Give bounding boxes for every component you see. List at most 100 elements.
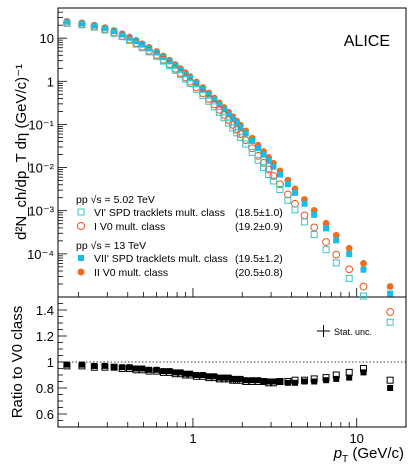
bottom-y-tick-label: 1.2 xyxy=(36,329,54,344)
legend-marker-open-circle xyxy=(77,222,85,230)
ratio-point-filled-square xyxy=(333,375,340,382)
bottom-panel-ticks: 0.6 0.8 1 1.2 1.4 xyxy=(36,296,67,428)
data-point-filled-square xyxy=(311,211,318,218)
data-point-filled-square xyxy=(242,130,249,137)
legend-header-5tev: pp √s = 5.02 TeV xyxy=(76,194,155,206)
legend-value-ii-v0: (20.5±0.8) xyxy=(235,267,283,279)
data-point-open-circle xyxy=(254,151,263,160)
data-point-open-square xyxy=(118,33,126,41)
data-point-open-square xyxy=(153,52,161,60)
data-point-open-square xyxy=(126,36,134,44)
data-point-open-square xyxy=(265,171,273,179)
data-point-filled-square xyxy=(78,20,85,27)
legend-label-vi-spd: VI' SPD tracklets mult. class xyxy=(94,207,225,219)
legend-value-vi-spd: (18.5±1.0) xyxy=(235,207,283,219)
ratio-point-filled-square xyxy=(172,369,179,376)
data-point-filled-square xyxy=(221,106,228,113)
data-point-open-square xyxy=(229,124,237,132)
data-point-filled-square xyxy=(255,144,262,151)
ratio-point-filled-square xyxy=(360,369,367,376)
data-point-open-square xyxy=(78,21,86,29)
data-point-open-square xyxy=(192,85,200,93)
bottom-y-tick-label: 1 xyxy=(47,355,54,370)
ratio-point-open-square xyxy=(386,376,394,384)
ratio-point-filled-square xyxy=(311,378,318,385)
data-point-filled-square xyxy=(260,151,267,158)
data-point-open-square xyxy=(181,75,189,83)
ratio-point-filled-square xyxy=(177,369,184,376)
x-tick-label: 10 xyxy=(349,431,363,446)
data-point-open-circle xyxy=(345,265,354,274)
data-point-filled-circle xyxy=(332,231,340,239)
ratio-point-filled-square xyxy=(187,370,194,377)
data-point-filled-square xyxy=(119,31,126,38)
ratio-point-filled-square xyxy=(199,372,206,378)
stat-unc-label: Stat. unc. xyxy=(334,327,372,337)
data-point-open-square xyxy=(63,19,71,27)
ratio-point-filled-square xyxy=(255,377,262,384)
data-point-filled-square xyxy=(237,124,244,131)
data-point-filled-circle xyxy=(386,283,394,290)
data-point-filled-square xyxy=(166,58,173,65)
data-point-open-square xyxy=(291,206,299,214)
x-tick-label: 1 xyxy=(189,431,196,446)
data-point-filled-square xyxy=(101,25,108,32)
data-point-open-square xyxy=(359,292,367,300)
ratio-point-filled-square xyxy=(233,375,240,382)
ratio-point-filled-square xyxy=(205,373,212,380)
data-point-filled-square xyxy=(225,111,232,118)
data-point-open-square xyxy=(159,57,167,65)
ratio-point-filled-square xyxy=(91,362,98,369)
legend-marker-filled-circle xyxy=(77,268,85,276)
data-point-open-square xyxy=(345,274,353,282)
data-point-open-square xyxy=(310,231,318,239)
ratio-point-filled-square xyxy=(153,366,160,373)
data-point-filled-square xyxy=(193,80,200,87)
data-point-open-square xyxy=(215,108,223,116)
data-point-filled-square xyxy=(216,101,223,108)
data-point-open-square xyxy=(90,23,98,31)
legend: pp √s = 5.02 TeV VI' SPD tracklets mult.… xyxy=(76,194,283,279)
ratio-point-filled-square xyxy=(101,362,108,369)
data-point-open-circle xyxy=(332,250,341,259)
data-point-open-circle xyxy=(248,144,257,153)
data-point-filled-square xyxy=(199,86,206,93)
ratio-point-filled-square xyxy=(276,378,283,385)
ratio-point-open-square xyxy=(345,368,353,376)
data-point-open-square xyxy=(254,156,262,164)
ratio-point-filled-square xyxy=(126,364,133,371)
top-panel-ticks: 10 1 10⁻¹ 10⁻² 10⁻³ 10⁻⁴ xyxy=(27,7,67,298)
ratio-point-filled-square xyxy=(211,373,218,380)
data-point-filled-square xyxy=(91,22,98,29)
data-point-filled-square xyxy=(265,157,272,164)
data-point-filled-square xyxy=(346,251,353,258)
data-point-filled-square xyxy=(249,137,256,144)
data-point-open-square xyxy=(138,44,146,52)
data-point-filled-square xyxy=(160,54,167,61)
ratio-point-filled-square xyxy=(193,372,200,378)
data-point-open-square xyxy=(233,129,241,137)
ratio-point-filled-square xyxy=(284,379,291,386)
data-point-open-square xyxy=(186,79,194,87)
data-point-open-square xyxy=(236,133,244,141)
data-point-open-square xyxy=(171,66,179,74)
ratio-point-filled-square xyxy=(78,361,85,368)
data-point-open-square xyxy=(199,91,207,99)
data-point-filled-square xyxy=(323,225,330,232)
data-point-open-circle xyxy=(264,165,273,174)
data-point-filled-square xyxy=(211,96,218,103)
data-point-open-circle xyxy=(283,190,292,199)
ratio-point-filled-square xyxy=(387,385,394,391)
legend-label-ii-v0: II V0 mult. class xyxy=(94,267,168,279)
data-point-open-circle xyxy=(269,172,278,180)
experiment-label: ALICE xyxy=(344,33,390,50)
legend-marker-filled-square xyxy=(78,255,84,261)
data-point-filled-square xyxy=(387,290,394,297)
bottom-y-tick-label: 0.6 xyxy=(36,407,54,422)
data-point-filled-circle xyxy=(345,244,353,252)
ratio-point-filled-square xyxy=(265,378,272,385)
bottom-panel-frame xyxy=(57,296,407,428)
data-point-open-circle xyxy=(386,308,395,316)
top-y-tick-label: 10⁻² xyxy=(28,161,54,176)
data-point-open-square xyxy=(220,114,228,122)
